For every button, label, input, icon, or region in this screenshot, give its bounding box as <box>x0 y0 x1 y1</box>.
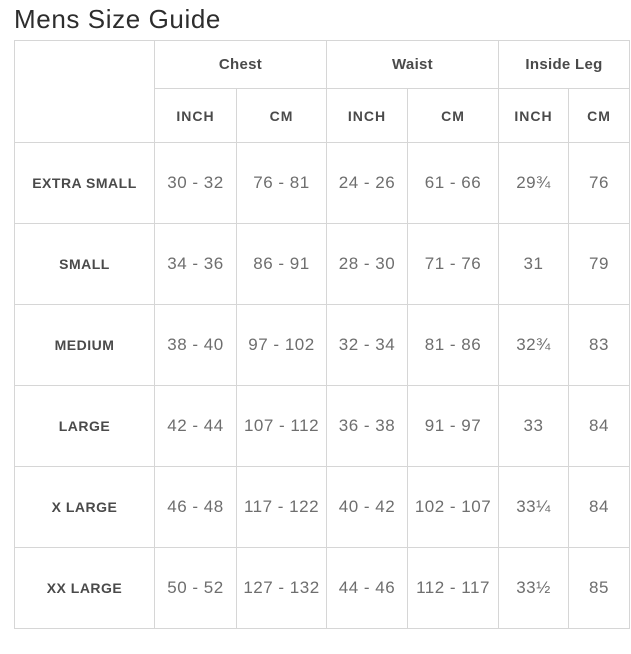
unit-header-waist-inch: INCH <box>326 88 408 143</box>
waist-cm-value: 81 - 86 <box>406 304 500 386</box>
size-label: EXTRA SMALL <box>14 142 155 224</box>
table-row-x-large: X LARGE 46 - 48 117 - 122 40 - 42 102 - … <box>14 466 631 548</box>
chest-cm-value: 97 - 102 <box>236 304 327 386</box>
waist-cm-value: 71 - 76 <box>406 223 500 305</box>
chest-inch-value: 42 - 44 <box>154 385 237 467</box>
leg-inch-value: 32¾ <box>498 304 570 386</box>
waist-inch-value: 36 - 38 <box>326 385 408 467</box>
unit-header-chest-inch: INCH <box>154 88 237 143</box>
waist-inch-value: 44 - 46 <box>326 547 408 629</box>
unit-header-waist-cm: CM <box>406 88 500 143</box>
chest-cm-value: 127 - 132 <box>236 547 327 629</box>
size-label: MEDIUM <box>14 304 155 386</box>
leg-cm-value: 85 <box>568 547 631 629</box>
chest-cm-value: 107 - 112 <box>236 385 327 467</box>
leg-cm-value: 79 <box>568 223 631 305</box>
page-title: Mens Size Guide <box>14 4 221 34</box>
waist-cm-value: 91 - 97 <box>406 385 500 467</box>
chest-inch-value: 38 - 40 <box>154 304 237 386</box>
table-row-medium: MEDIUM 38 - 40 97 - 102 32 - 34 81 - 86 … <box>14 304 631 386</box>
size-label: SMALL <box>14 223 155 305</box>
leg-cm-value: 76 <box>568 142 631 224</box>
waist-inch-value: 32 - 34 <box>326 304 408 386</box>
column-group-waist: Waist <box>325 40 500 89</box>
size-label: XX LARGE <box>14 547 155 629</box>
leg-cm-value: 84 <box>568 385 631 467</box>
group-header-row: Chest Waist Inside Leg <box>14 40 631 143</box>
chest-inch-value: 30 - 32 <box>154 142 237 224</box>
corner-cell <box>14 40 155 143</box>
waist-cm-value: 102 - 107 <box>406 466 500 548</box>
chest-cm-value: 86 - 91 <box>236 223 327 305</box>
chest-cm-value: 117 - 122 <box>236 466 327 548</box>
unit-header-row: INCH CM INCH CM INCH CM <box>15 88 631 143</box>
table-row-large: LARGE 42 - 44 107 - 112 36 - 38 91 - 97 … <box>14 385 631 467</box>
leg-inch-value: 31 <box>498 223 570 305</box>
table-row-small: SMALL 34 - 36 86 - 91 28 - 30 71 - 76 31… <box>14 223 631 305</box>
waist-cm-value: 112 - 117 <box>406 547 500 629</box>
size-label: LARGE <box>14 385 155 467</box>
unit-header-leg-inch: INCH <box>498 88 570 143</box>
unit-header-leg-cm: CM <box>568 88 631 143</box>
size-guide-page: Mens Size Guide Chest Waist Inside Leg I… <box>0 3 631 629</box>
chest-inch-value: 50 - 52 <box>154 547 237 629</box>
chest-inch-value: 46 - 48 <box>154 466 237 548</box>
size-label: X LARGE <box>14 466 155 548</box>
waist-inch-value: 40 - 42 <box>326 466 408 548</box>
leg-inch-value: 33½ <box>498 547 570 629</box>
chest-cm-value: 76 - 81 <box>236 142 327 224</box>
waist-inch-value: 24 - 26 <box>326 142 408 224</box>
column-group-chest: Chest <box>154 40 327 89</box>
leg-inch-value: 33 <box>498 385 570 467</box>
leg-cm-value: 84 <box>568 466 631 548</box>
leg-cm-value: 83 <box>568 304 631 386</box>
unit-header-chest-cm: CM <box>236 88 327 143</box>
size-guide-table: Chest Waist Inside Leg INCH CM INCH CM I… <box>14 40 631 629</box>
leg-inch-value: 29¾ <box>498 142 570 224</box>
chest-inch-value: 34 - 36 <box>154 223 237 305</box>
leg-inch-value: 33¼ <box>498 466 570 548</box>
table-row-extra-small: EXTRA SMALL 30 - 32 76 - 81 24 - 26 61 -… <box>14 142 631 224</box>
column-group-inside-leg: Inside Leg <box>498 40 631 89</box>
waist-inch-value: 28 - 30 <box>326 223 408 305</box>
waist-cm-value: 61 - 66 <box>406 142 500 224</box>
table-row-xx-large: XX LARGE 50 - 52 127 - 132 44 - 46 112 -… <box>14 547 631 629</box>
